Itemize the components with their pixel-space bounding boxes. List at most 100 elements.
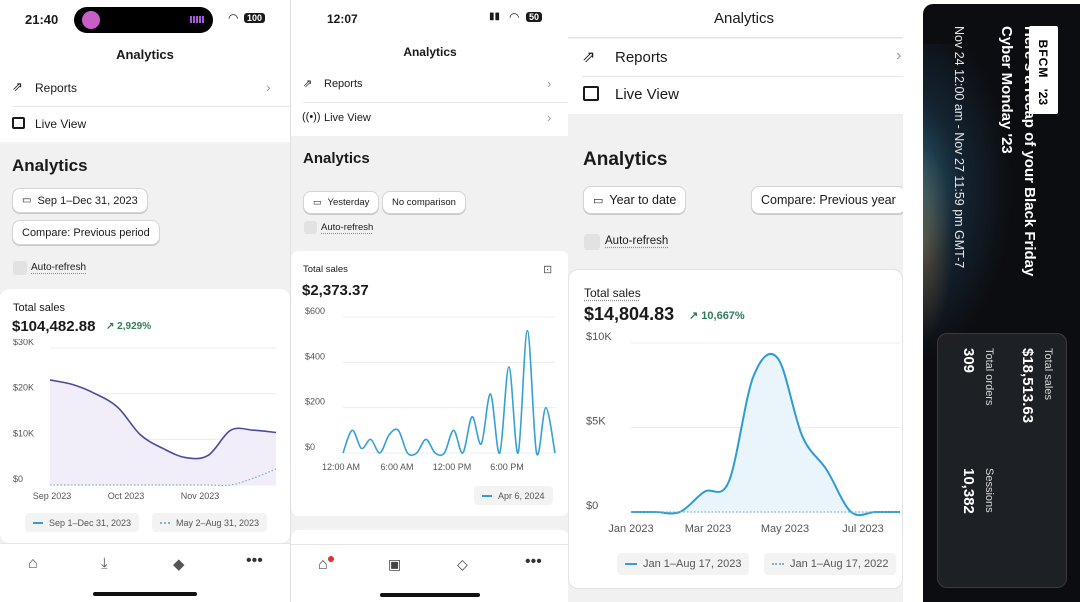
series-line-current [342, 329, 556, 457]
change-badge: ↗ 2,929% [106, 321, 152, 332]
bfcm-card: BFCM '23 Here's a recap of your Black Fr… [923, 4, 1080, 602]
menu-list: ⇗ Reports › ((•)) Live View › [291, 68, 568, 136]
auto-refresh-checkbox[interactable] [13, 261, 27, 275]
menu-item-live-view[interactable]: Live View [568, 76, 903, 114]
menu-item-live-view[interactable]: Live View [0, 106, 290, 142]
nav-header: Analytics [291, 36, 568, 68]
nav-header: Analytics [568, 0, 903, 38]
notification-dot [328, 556, 334, 562]
date-range-button[interactable]: ▭ Year to date [583, 186, 687, 214]
reports-icon: ⇗ [12, 79, 23, 94]
legend-current[interactable]: Sep 1–Dec 31, 2023 [25, 513, 140, 532]
auto-refresh-checkbox[interactable] [584, 234, 600, 250]
menu-item-label: Reports [324, 78, 363, 90]
x-tick-label: 6:00 AM [380, 462, 413, 472]
status-bar: 21:40 ◠ 100 [0, 0, 290, 40]
more-icon[interactable]: ••• [246, 552, 263, 569]
menu-item-reports[interactable]: ⇗ Reports › [291, 68, 568, 102]
x-tick-label: Oct 2023 [108, 491, 145, 501]
home-icon[interactable]: ⌂ [28, 555, 38, 572]
x-tick-label: 12:00 AM [322, 462, 360, 472]
menu-list: ⇗ Reports › Live View [0, 70, 290, 142]
calendar-icon: ▭ [22, 195, 32, 206]
compare-button[interactable]: Compare: Previous period [12, 220, 160, 245]
y-tick-label: $5K [586, 416, 606, 428]
x-tick-label: Nov 2023 [181, 491, 220, 501]
series-line-current [49, 379, 277, 460]
live-view-icon [12, 117, 25, 129]
compare-icon[interactable]: ⊡ [543, 264, 553, 276]
chevron-right-icon: › [547, 76, 552, 91]
total-sales-value: $104,482.88 [12, 318, 96, 335]
section-title: Analytics [583, 149, 668, 170]
tag-icon[interactable]: ◆ [173, 556, 185, 573]
compare-button[interactable]: No comparison [382, 191, 466, 214]
headline: Here's a recap of your Black Friday Cybe… [995, 26, 1041, 276]
battery-indicator: 100 [244, 13, 266, 23]
y-tick-label: $10K [13, 428, 34, 438]
menu-item-label: Reports [35, 81, 78, 95]
stat-label: Total sales [1042, 348, 1054, 400]
panel-bfcm-recap: BFCM '23 Here's a recap of your Black Fr… [903, 0, 1080, 602]
section-title: Analytics [303, 150, 370, 167]
y-tick-label: $0 [586, 500, 598, 512]
legend-comparison[interactable]: Jan 1–Aug 17, 2022 [764, 553, 897, 575]
period-text: Nov 24 12:00 am - Nov 27 11:59 pm GMT-7 [952, 26, 966, 269]
page-title: Analytics [713, 10, 775, 27]
menu-item-reports[interactable]: ⇗ Reports › [0, 70, 290, 106]
home-icon[interactable]: ⌂ [318, 556, 328, 573]
tab-bar: ⌂ ⤓ ◆ ••• [0, 543, 290, 602]
stat-value-total-sales: $18,513.63 [1019, 348, 1036, 424]
trend-up-icon: ↗ [106, 321, 115, 332]
change-badge: ↗ 10,667% [689, 310, 745, 322]
auto-refresh-label: Auto-refresh [605, 235, 669, 247]
broadcast-icon: ((•)) [302, 111, 321, 123]
y-tick-label: $10K [586, 332, 612, 343]
legend-current[interactable]: Jan 1–Aug 17, 2023 [617, 553, 750, 575]
y-tick-label: $0 [305, 442, 315, 452]
trend-up-icon: ↗ [689, 310, 699, 322]
sales-card: Total sales $14,804.83 ↗ 10,667% $10K $5K… [568, 269, 903, 589]
date-range-label: Sep 1–Dec 31, 2023 [37, 194, 138, 207]
menu-list: ⇗ Reports › Live View [568, 39, 903, 114]
card-title: Total sales [303, 264, 348, 275]
series-area [631, 353, 900, 516]
tag-icon[interactable]: ◇ [457, 556, 468, 572]
more-icon[interactable]: ••• [525, 553, 542, 570]
x-tick-label: Sep 2023 [33, 491, 72, 501]
headline-line-2: Cyber Monday '23 [998, 26, 1015, 154]
tab-bar: ⌂ ▣ ◇ ••• [291, 544, 568, 602]
live-view-icon [583, 86, 599, 101]
menu-item-live-view[interactable]: ((•)) Live View › [291, 102, 568, 136]
legend-current[interactable]: Apr 6, 2024 [474, 486, 553, 505]
stat-label: Sessions [983, 468, 995, 513]
sales-card: Total sales $104,482.88 ↗ 2,929% $30K $20… [0, 289, 290, 543]
card-title: Total sales [13, 302, 65, 314]
chevron-right-icon: › [266, 79, 271, 95]
x-tick-label: May 2023 [761, 523, 809, 535]
wifi-icon: ◠ [228, 11, 239, 25]
download-icon[interactable]: ⤓ [101, 555, 108, 572]
x-tick-label: Jul 2023 [842, 523, 884, 535]
reports-icon: ⇗ [582, 49, 596, 66]
panel-analytics-yesterday: 12:07 ▮▮ ◠ 50 Analytics ⇗ Reports › ((•)… [290, 0, 568, 602]
battery-indicator: 50 [526, 12, 543, 22]
inbox-icon[interactable]: ▣ [388, 556, 402, 572]
bfcm-badge: BFCM '23 [1029, 26, 1058, 114]
series-area [50, 379, 276, 485]
chevron-right-icon: › [547, 110, 552, 125]
sales-chart: $10K $5K $0 Jan 2023 Mar 2023 May 2023 Jul 202… [586, 332, 900, 535]
compare-button[interactable]: Compare: Previous year [751, 186, 903, 214]
card-title: Total sales [584, 286, 641, 300]
menu-item-reports[interactable]: ⇗ Reports › [568, 39, 903, 76]
dynamic-island [74, 7, 213, 33]
sales-chart: $30K $20K $10K $0 Sep 2023 Oct 2023 Nov 2023 [13, 339, 277, 501]
panel-analytics-ytd: Analytics ⇗ Reports › Live View Analytic… [568, 0, 903, 602]
auto-refresh-checkbox[interactable] [304, 221, 317, 234]
stat-label: Total orders [983, 348, 995, 406]
date-range-button[interactable]: ▭ Yesterday [303, 191, 380, 214]
y-tick-label: $20K [13, 383, 34, 393]
compare-label: No comparison [392, 197, 456, 208]
legend-comparison[interactable]: May 2–Aug 31, 2023 [152, 513, 268, 532]
date-range-button[interactable]: ▭ Sep 1–Dec 31, 2023 [12, 188, 148, 213]
